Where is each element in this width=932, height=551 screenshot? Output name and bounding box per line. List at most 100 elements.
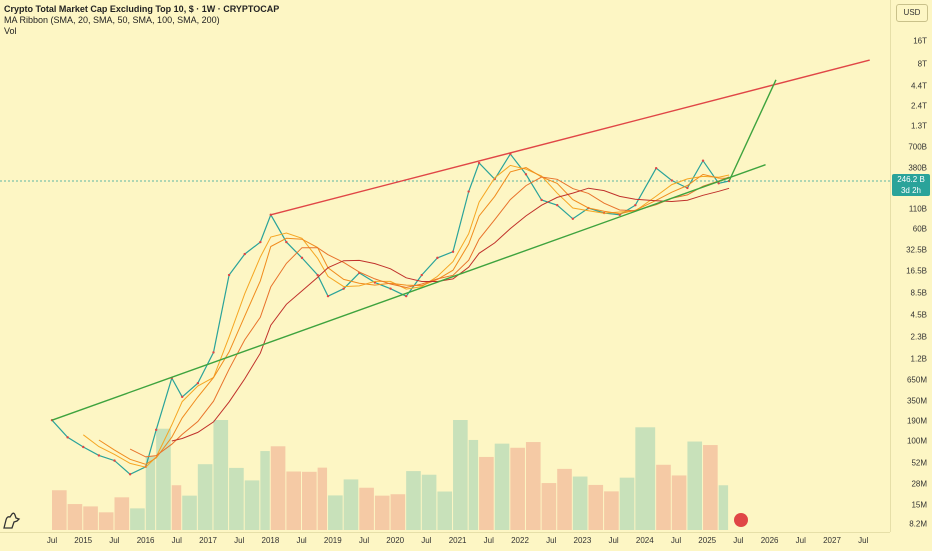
price-point (420, 273, 423, 277)
volume-bar (541, 483, 557, 530)
price-point (389, 287, 392, 290)
x-tick-label: 2015 (74, 536, 93, 545)
volume-bar (635, 427, 656, 530)
price-point (300, 256, 304, 260)
volume-bar (604, 491, 619, 530)
y-tick-label: 16.5B (906, 266, 927, 276)
x-tick-label: Jul (670, 536, 682, 545)
volume-bar (328, 495, 343, 530)
volume-bar (171, 485, 182, 530)
x-tick-label: 2017 (199, 536, 217, 545)
price-point (717, 182, 720, 185)
volume-bar (52, 490, 67, 530)
y-tick-label: 52M (911, 458, 927, 468)
chart-title: Crypto Total Market Cap Excluding Top 10… (4, 4, 280, 14)
price-point (342, 287, 345, 290)
y-tick-label: 100M (906, 436, 927, 446)
volume-bar (317, 467, 328, 530)
volume-bar (619, 477, 635, 530)
volume-bar (67, 504, 83, 530)
price-point (451, 250, 455, 253)
price-point (634, 203, 637, 207)
volume-bar (114, 497, 130, 530)
price-point (285, 240, 288, 244)
volume-bar (703, 445, 718, 530)
volume-bar (130, 508, 145, 530)
current-price: 246.2 B (897, 175, 925, 184)
price-point (212, 351, 215, 354)
x-tick-label: Jul (795, 536, 806, 545)
x-tick-label: Jul (608, 536, 619, 545)
volume-bar (525, 442, 541, 530)
volume-bars (52, 420, 729, 530)
ma-line (98, 167, 730, 465)
price-series (50, 152, 731, 476)
x-tick-label: Jul (546, 536, 557, 545)
x-tick-label: 2020 (386, 536, 405, 545)
y-tick-label: 28M (911, 479, 927, 489)
price-point (540, 198, 543, 202)
x-tick-label: Jul (483, 536, 494, 545)
x-tick-label: 2022 (511, 536, 529, 545)
price-point (196, 382, 200, 385)
volume-bar (437, 491, 453, 530)
trend-line-channel_bottom[interactable] (51, 164, 766, 421)
volume-bar (156, 428, 171, 530)
indicator-ma-ribbon[interactable]: MA Ribbon (SMA, 20, SMA, 50, SMA, 100, S… (4, 15, 220, 25)
y-tick-label: 380B (908, 163, 927, 173)
y-tick-label: 1.3T (910, 121, 927, 131)
bar-countdown: 3d 2h (900, 186, 922, 195)
volume-bar (359, 487, 374, 530)
volume-bar (557, 468, 572, 530)
y-tick-label: 190M (906, 416, 927, 426)
ma-line (129, 176, 730, 458)
trend-line-channel_top[interactable] (270, 59, 870, 216)
time-axis[interactable]: Jul 2015 Jul 2016 Jul 2017 Jul 2018 Jul 2019 Jul 20… (0, 532, 890, 551)
trend-line-projection[interactable] (728, 79, 777, 182)
x-tick-label: 2025 (698, 536, 717, 545)
price-chart[interactable] (0, 0, 890, 532)
price-point (571, 217, 575, 220)
price-point (670, 179, 673, 182)
x-tick-label: 2016 (136, 536, 155, 545)
volume-bar (343, 479, 359, 530)
y-tick-label: 1.2B (910, 354, 927, 364)
y-tick-label: 700B (908, 142, 927, 152)
price-point (524, 173, 528, 176)
price-point (227, 273, 231, 277)
price-point (154, 428, 158, 432)
x-tick-label: 2026 (760, 536, 779, 545)
x-tick-label: Jul (733, 536, 744, 545)
x-tick-label: 2024 (635, 536, 654, 545)
x-tick-label: Jul (296, 536, 307, 545)
y-tick-label: 8.5B (910, 288, 927, 298)
currency-button[interactable]: USD (896, 4, 928, 22)
y-tick-label: 4.4T (910, 81, 927, 91)
price-point (66, 436, 69, 439)
volume-bar (374, 495, 390, 530)
volume-bar (197, 464, 213, 530)
price-point (436, 256, 439, 260)
y-tick-label: 350M (906, 396, 927, 406)
indicator-volume[interactable]: Vol (4, 26, 17, 36)
volume-bar (98, 512, 114, 530)
price-line (51, 152, 730, 476)
price-axis[interactable]: 16T 8T 4.4T 2.4T 1.3T 700B 380B 110B 60B 32.5B 16.… (890, 0, 932, 532)
price-point (316, 273, 319, 277)
price-point (181, 395, 184, 399)
price-point (82, 445, 85, 449)
price-point (686, 186, 689, 190)
y-tick-label: 110B (908, 204, 927, 214)
volume-bar (145, 455, 156, 530)
volume-bar (260, 451, 270, 530)
volume-bar (588, 484, 604, 530)
volume-bar (510, 447, 525, 530)
price-point (654, 167, 658, 170)
tradingview-logo-icon[interactable] (2, 508, 24, 530)
volume-bar (286, 471, 301, 530)
volume-bar (718, 485, 729, 530)
red-flag-icon[interactable] (734, 513, 748, 527)
x-tick-label: Jul (46, 536, 58, 545)
price-point (618, 213, 621, 217)
